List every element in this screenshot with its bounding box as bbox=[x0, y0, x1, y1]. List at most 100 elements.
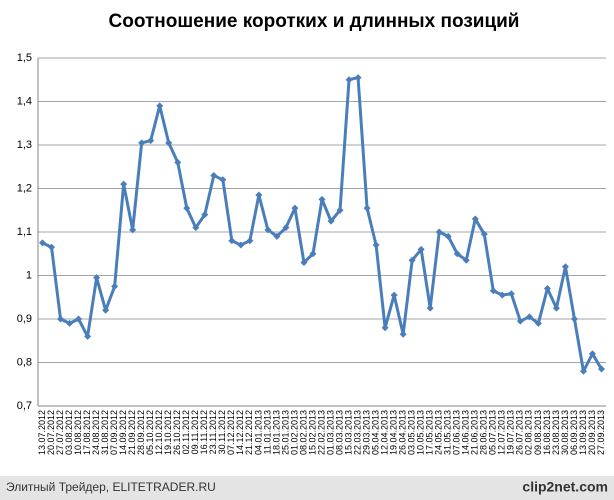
y-tick-label: 1 bbox=[26, 269, 32, 281]
point-marker bbox=[156, 102, 164, 110]
x-tick-label: 26.04.2013 bbox=[398, 410, 408, 455]
x-tick-label: 29.03.2013 bbox=[361, 410, 371, 455]
x-tick-label: 14.09.2012 bbox=[118, 410, 128, 455]
x-tick-label: 01.02.2013 bbox=[289, 410, 299, 455]
x-tick-label: 15.03.2013 bbox=[343, 410, 353, 455]
point-marker bbox=[237, 241, 245, 249]
x-tick-label: 02.11.2012 bbox=[181, 410, 191, 454]
y-tick-label: 1,2 bbox=[17, 182, 32, 194]
point-marker bbox=[282, 224, 290, 232]
x-tick-label: 23.11.2012 bbox=[208, 410, 218, 454]
point-marker bbox=[498, 291, 506, 299]
point-marker bbox=[417, 245, 425, 253]
point-marker bbox=[453, 250, 461, 258]
point-marker bbox=[174, 158, 182, 166]
x-tick-label: 08.03.2013 bbox=[334, 410, 344, 455]
point-marker bbox=[264, 226, 272, 234]
y-tick-label: 1,5 bbox=[17, 52, 32, 64]
x-tick-label: 27.07.2012 bbox=[55, 410, 65, 455]
point-marker bbox=[291, 204, 299, 212]
point-marker bbox=[561, 263, 569, 271]
point-marker bbox=[534, 319, 542, 327]
x-tick-label: 06.09.2013 bbox=[569, 410, 579, 455]
x-tick-label: 10.05.2013 bbox=[416, 410, 426, 455]
point-marker bbox=[201, 211, 209, 219]
point-marker bbox=[309, 250, 317, 258]
x-tick-label: 12.10.2012 bbox=[154, 410, 164, 455]
point-marker bbox=[120, 180, 128, 188]
point-marker bbox=[390, 291, 398, 299]
point-marker bbox=[84, 332, 92, 340]
x-tick-label: 05.07.2013 bbox=[488, 410, 498, 455]
x-tick-label: 19.10.2012 bbox=[163, 410, 173, 455]
point-marker bbox=[363, 204, 371, 212]
x-tick-label: 15.02.2013 bbox=[307, 410, 317, 455]
point-marker bbox=[246, 237, 254, 245]
x-tick-label: 19.07.2013 bbox=[506, 410, 516, 455]
point-marker bbox=[165, 139, 173, 147]
x-tick-label: 23.08.2013 bbox=[551, 410, 561, 455]
y-tick-label: 0,8 bbox=[17, 356, 32, 368]
x-tick-label: 26.07.2013 bbox=[515, 410, 525, 455]
y-tick-label: 1,4 bbox=[17, 95, 32, 107]
x-tick-label: 12.04.2013 bbox=[379, 410, 389, 455]
x-tick-label: 31.05.2013 bbox=[443, 410, 453, 455]
watermark: clip2net.com bbox=[522, 479, 608, 495]
x-tick-label: 02.08.2013 bbox=[524, 410, 534, 455]
x-tick-label: 19.04.2013 bbox=[389, 410, 399, 455]
point-marker bbox=[507, 290, 515, 298]
point-marker bbox=[525, 313, 533, 321]
x-tick-label: 03.08.2012 bbox=[64, 410, 74, 455]
y-tick-label: 0,9 bbox=[17, 313, 32, 325]
point-marker bbox=[210, 171, 218, 179]
x-tick-label: 27.09.2013 bbox=[596, 410, 606, 455]
x-tick-label: 22.03.2013 bbox=[352, 410, 362, 455]
point-marker bbox=[516, 317, 524, 325]
x-tick-label: 08.02.2013 bbox=[298, 410, 308, 455]
point-marker bbox=[354, 74, 362, 82]
x-tick-label: 03.05.2013 bbox=[407, 410, 417, 455]
x-tick-label: 17.08.2012 bbox=[82, 410, 92, 455]
footer-text: Элитный Трейдер, ELITETRADER.RU bbox=[6, 480, 216, 494]
point-marker bbox=[408, 256, 416, 264]
point-marker bbox=[111, 282, 119, 290]
x-tick-label: 16.11.2012 bbox=[199, 410, 209, 454]
plot-area: 0,7 0,8 0,9 1 1,1 1,2 1,3 1,4 1,5 13.07.2012 20.07… bbox=[17, 52, 606, 455]
y-tick-label: 1,1 bbox=[17, 226, 32, 238]
x-tick-label: 07.12.2012 bbox=[226, 410, 236, 455]
x-tick-label: 14.12.2012 bbox=[235, 410, 245, 455]
x-tick-label: 28.09.2012 bbox=[136, 410, 146, 455]
x-tick-label: 05.10.2012 bbox=[145, 410, 155, 455]
x-tick-label: 21.06.2013 bbox=[470, 410, 480, 455]
x-tick-label: 28.06.2013 bbox=[479, 410, 489, 455]
point-marker bbox=[327, 217, 335, 225]
x-tick-label: 05.04.2013 bbox=[370, 410, 380, 455]
point-marker bbox=[75, 315, 83, 323]
point-marker bbox=[597, 365, 605, 373]
point-marker bbox=[444, 232, 452, 240]
x-tick-label: 01.03.2013 bbox=[325, 410, 335, 455]
point-marker bbox=[129, 226, 137, 234]
point-marker bbox=[579, 367, 587, 375]
x-tick-label: 11.01.2013 bbox=[262, 410, 272, 454]
x-tick-label: 24.08.2012 bbox=[91, 410, 101, 455]
point-marker bbox=[426, 304, 434, 312]
point-marker bbox=[462, 256, 470, 264]
point-marker bbox=[399, 330, 407, 338]
x-tick-label: 12.07.2013 bbox=[497, 410, 507, 455]
x-tick-label: 09.11.2012 bbox=[190, 410, 200, 454]
x-tick-label: 26.10.2012 bbox=[172, 410, 182, 455]
y-tick-label: 0,7 bbox=[17, 400, 32, 412]
point-marker bbox=[219, 176, 227, 184]
point-marker bbox=[48, 243, 56, 251]
point-marker bbox=[543, 285, 551, 293]
point-marker bbox=[147, 137, 155, 145]
x-tick-label: 14.06.2013 bbox=[461, 410, 471, 455]
x-tick-label: 21.12.2012 bbox=[244, 410, 254, 455]
x-tick-label: 04.01.2013 bbox=[253, 410, 263, 455]
x-tick-label: 07.09.2012 bbox=[109, 410, 119, 455]
x-tick-label: 07.06.2013 bbox=[452, 410, 462, 455]
x-tick-label: 25.01.2013 bbox=[280, 410, 290, 455]
